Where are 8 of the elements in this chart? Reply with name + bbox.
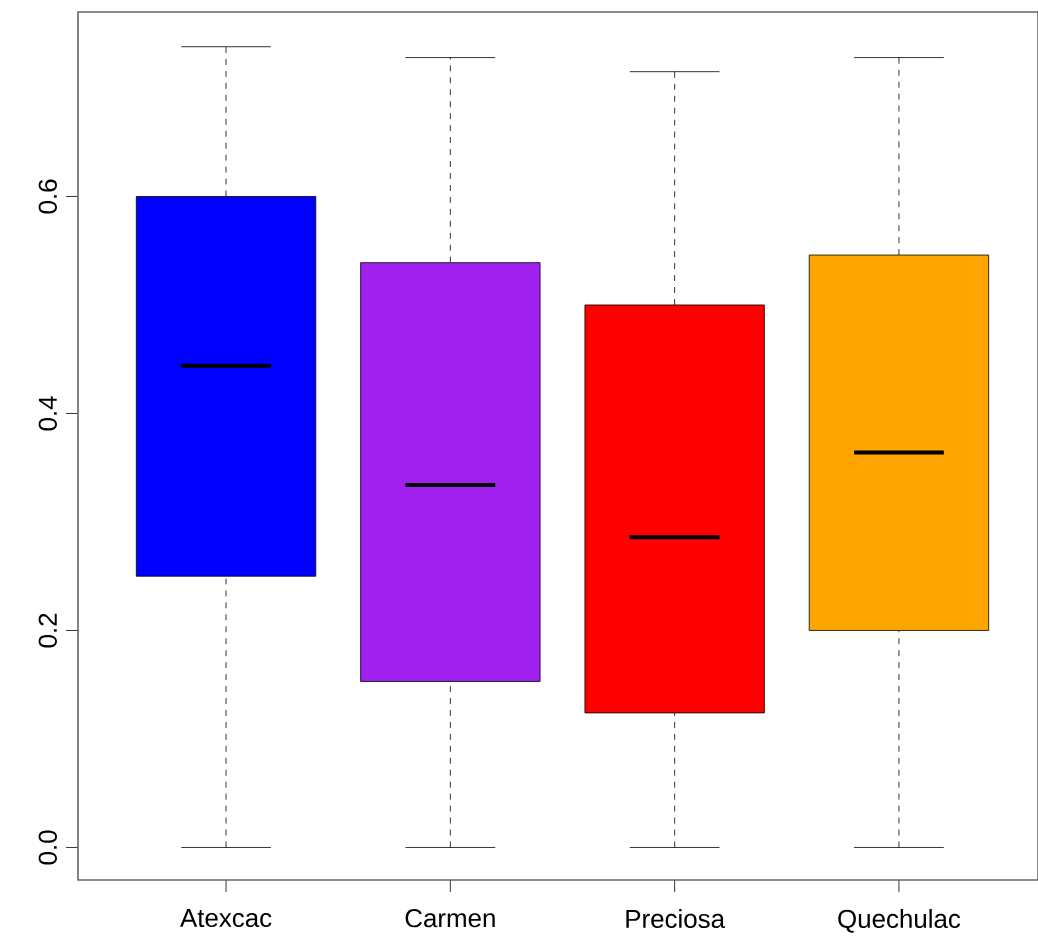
y-tick-label: 0.0 <box>38 830 57 865</box>
y-tick-label: 0.6 <box>38 179 57 214</box>
y-tick-label: 0.2 <box>38 613 57 648</box>
x-tick-label: Quechulac <box>838 909 961 933</box>
x-tick-label: Preciosa <box>626 909 726 929</box>
y-tick-label: 0.4 <box>38 396 57 431</box>
x-tick-label: Carmen <box>405 909 495 928</box>
x-tick-label: Atexcac <box>180 909 272 928</box>
